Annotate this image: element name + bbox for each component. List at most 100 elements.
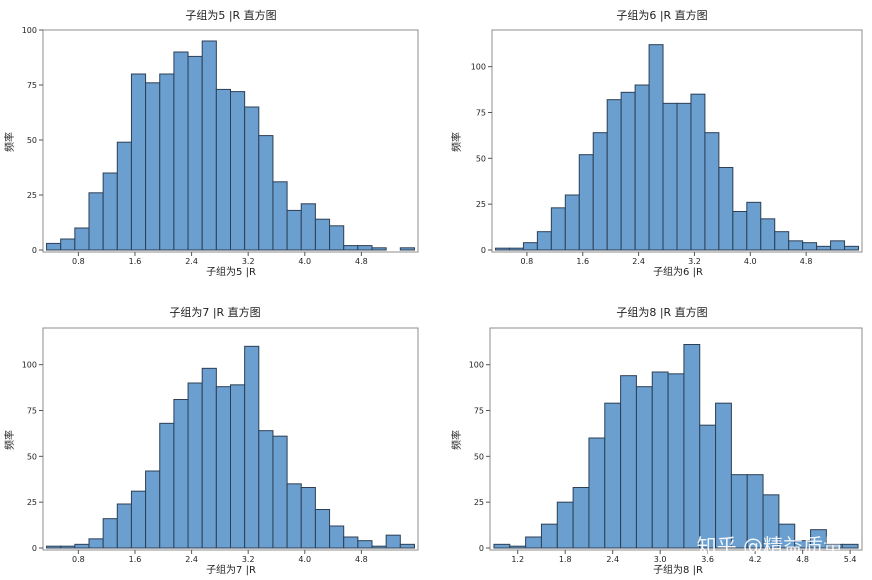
x-tick-label: 2.4	[185, 257, 198, 266]
y-tick-label: 75	[476, 109, 486, 118]
histogram-panel-2: 子组为6 |R 直方图 频率 子组为6 |R 0.8 1.6 2.4 3.2 4.0 4.…	[450, 8, 863, 278]
histogram-bar	[704, 132, 720, 251]
histogram-bar	[606, 99, 622, 251]
chart-title: 子组为5 |R 直方图	[185, 8, 276, 22]
y-axis-label: 频率	[3, 430, 16, 450]
histogram-bar	[145, 470, 161, 549]
x-tick-label: 0.8	[72, 257, 85, 266]
histogram-bar	[88, 192, 104, 251]
histogram-bar	[525, 536, 542, 549]
x-tick-group: 0.8 1.6 2.4 3.2 4.0 4.8	[72, 550, 368, 564]
histogram-bar	[556, 501, 574, 549]
histogram-bar	[230, 91, 246, 251]
histogram-bar	[508, 247, 524, 251]
histogram-bar	[385, 534, 401, 549]
histogram-bar	[564, 194, 580, 251]
plot-frame	[42, 29, 419, 253]
histogram-bar	[46, 545, 62, 549]
y-tick-label: 0	[32, 246, 37, 255]
histogram-bar	[201, 367, 217, 549]
y-axis-label: 频率	[3, 132, 16, 152]
plot-frame	[42, 327, 419, 551]
histogram-bar	[159, 422, 175, 549]
histogram-panel-4: 子组为8 |R 直方图 频率 子组为8 |R 1.2 1.8 2.4 3.0 3.6 4.…	[450, 305, 863, 576]
y-axis-label: 频率	[450, 430, 463, 450]
bar-group	[46, 345, 415, 549]
y-tick-label: 0	[481, 246, 486, 255]
histogram-bar	[60, 545, 76, 549]
x-tick-label: 1.6	[576, 257, 589, 266]
histogram-bar	[816, 245, 832, 251]
x-tick-label: 1.2	[511, 555, 524, 564]
x-tick-label: 4.2	[749, 555, 762, 564]
histogram-bar	[258, 135, 274, 251]
histogram-bar	[88, 538, 104, 549]
x-tick-group: 0.8 1.6 2.4 3.2 4.0 4.8	[72, 252, 368, 266]
histogram-bar	[286, 483, 302, 549]
histogram-bar	[536, 231, 552, 251]
x-tick-label: 4.0	[298, 555, 311, 564]
histogram-bar	[329, 525, 345, 549]
histogram-panel-1: 子组为5 |R 直方图 频率 子组为5 |R 0.8 1.6 2.4 3.2 4.0 4.…	[3, 8, 419, 278]
chart-title: 子组为8 |R 直方图	[616, 305, 707, 319]
histogram-bar	[300, 487, 316, 549]
histogram-bar	[683, 344, 701, 549]
x-axis-label: 子组为5 |R	[206, 265, 256, 278]
y-tick-label: 100	[22, 361, 37, 370]
histogram-bar	[145, 82, 161, 251]
histogram-bar	[676, 102, 692, 251]
y-tick-label: 100	[22, 26, 37, 35]
x-tick-label: 4.0	[744, 257, 757, 266]
histogram-bar	[699, 424, 717, 549]
y-tick-label: 50	[476, 154, 486, 163]
histogram-bar	[844, 245, 860, 251]
x-tick-label: 3.0	[654, 555, 667, 564]
histogram-bar	[662, 102, 678, 251]
histogram-bar	[314, 218, 331, 251]
histogram-bar	[648, 44, 664, 251]
histogram-bar	[635, 386, 653, 549]
histogram-bar	[371, 545, 387, 549]
x-tick-label: 4.8	[355, 555, 368, 564]
histogram-bar	[215, 88, 232, 251]
histogram-bar	[272, 435, 288, 549]
histogram-bar	[762, 494, 780, 549]
histogram-bar	[732, 211, 748, 251]
histogram-bar	[215, 386, 232, 549]
x-tick-label: 3.2	[688, 257, 701, 266]
histogram-bar	[399, 247, 415, 251]
histogram-bar	[187, 55, 203, 251]
x-tick-group: 1.2 1.8 2.4 3.0 3.6 4.2 4.8 5.4	[511, 550, 856, 564]
histogram-bar	[830, 240, 846, 251]
histogram-bar	[187, 382, 203, 549]
y-tick-label: 0	[32, 544, 37, 553]
y-tick-label: 100	[471, 63, 486, 72]
histogram-bar	[173, 51, 189, 251]
x-tick-label: 2.4	[185, 555, 198, 564]
histogram-bar	[343, 536, 359, 549]
histogram-bar	[746, 201, 762, 251]
x-tick-label: 2.4	[632, 257, 645, 266]
x-axis-label: 子组为6 |R	[653, 265, 703, 278]
histogram-bar	[300, 203, 316, 251]
histogram-bar	[774, 231, 790, 251]
histogram-bar	[802, 242, 818, 251]
histogram-bar	[46, 242, 62, 251]
x-tick-label: 4.8	[355, 257, 368, 266]
histogram-bar	[620, 375, 637, 549]
histogram-bar	[494, 247, 510, 251]
chart-title: 子组为6 |R 直方图	[616, 8, 707, 22]
histogram-bar	[690, 93, 706, 251]
y-tick-label: 25	[474, 498, 484, 507]
histogram-bar	[399, 543, 415, 549]
x-tick-label: 0.8	[521, 257, 534, 266]
x-tick-label: 4.8	[796, 555, 809, 564]
x-tick-label: 5.4	[844, 555, 857, 564]
x-axis-label: 子组为8 |R	[653, 563, 703, 576]
histogram-bar	[258, 430, 274, 549]
histogram-bar	[634, 84, 650, 251]
histogram-bar	[788, 240, 804, 251]
histogram-bar	[588, 437, 606, 549]
histogram-bar	[244, 106, 260, 251]
plot-frame	[489, 327, 863, 551]
